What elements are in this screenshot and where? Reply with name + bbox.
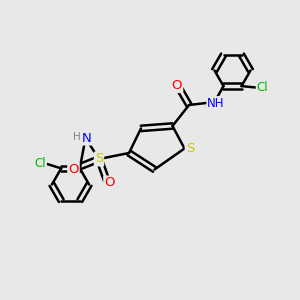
Text: O: O	[68, 163, 79, 176]
Text: S: S	[95, 152, 103, 166]
Text: Cl: Cl	[34, 157, 46, 170]
Text: Cl: Cl	[257, 81, 268, 94]
Text: NH: NH	[207, 97, 225, 110]
Text: N: N	[82, 131, 92, 145]
Text: S: S	[186, 142, 194, 155]
Text: O: O	[104, 176, 115, 190]
Text: H: H	[73, 131, 81, 142]
Text: O: O	[172, 79, 182, 92]
